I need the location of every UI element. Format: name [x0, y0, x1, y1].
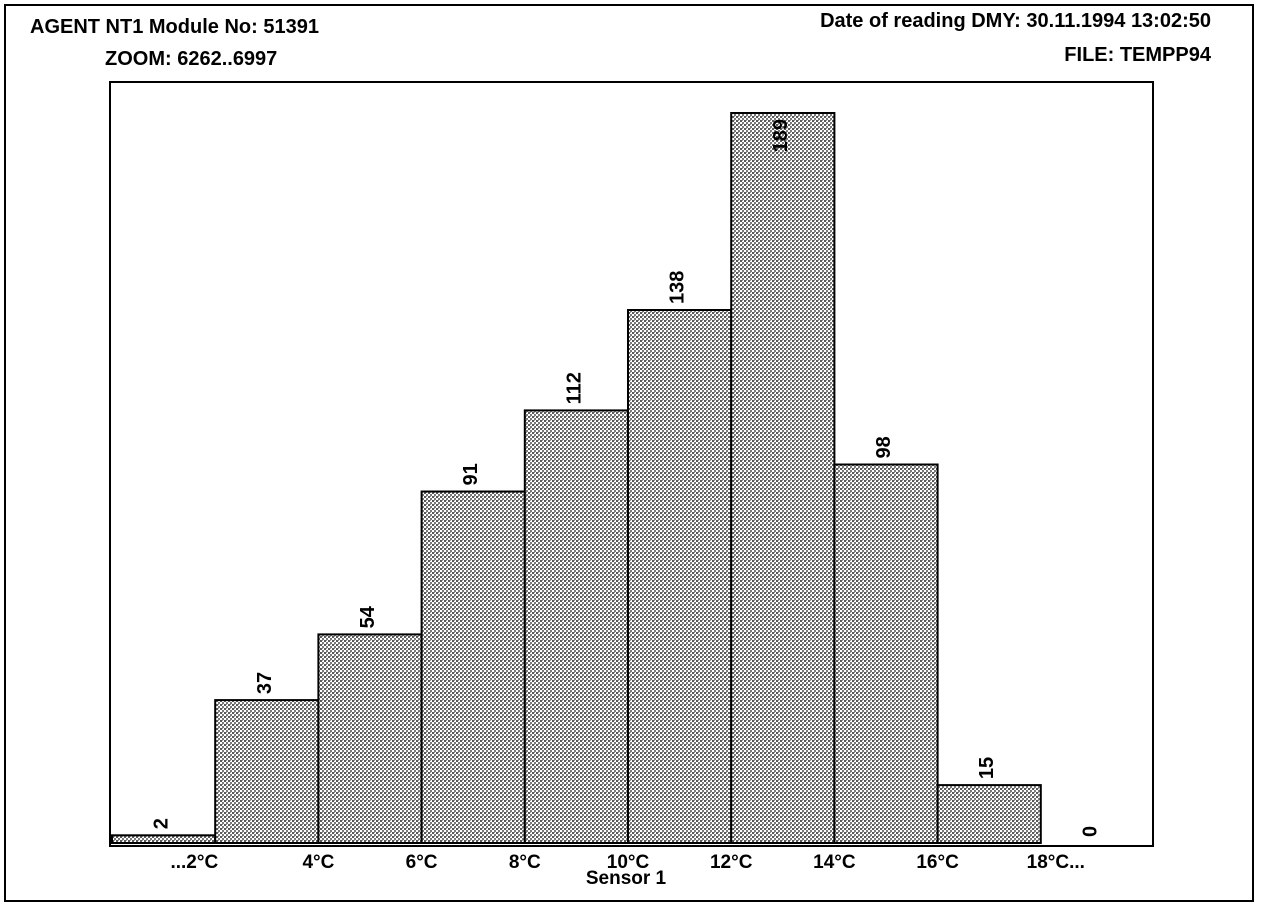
histogram-bar	[627, 309, 733, 844]
x-tick-label: 16°C	[916, 852, 959, 873]
bar-value-label: 37	[254, 672, 276, 694]
file-label: FILE: TEMPP94	[1064, 44, 1211, 66]
bars-group	[111, 112, 1042, 845]
histogram-bar	[317, 633, 423, 845]
module-label: AGENT NT1 Module No: 51391	[30, 16, 319, 38]
x-tick-label: 6°C	[406, 852, 438, 873]
x-tick-label: 4°C	[302, 852, 334, 873]
histogram-bar	[833, 463, 939, 844]
plot-area	[109, 81, 1154, 847]
x-tick-label: 10°C	[607, 852, 650, 873]
value-labels-group: 2 37 54 91 112 138 189 98 15 0	[151, 119, 1102, 837]
x-tick-label: 14°C	[813, 852, 856, 873]
histogram-bar	[936, 784, 1042, 844]
x-tick-label: 18°C...	[1027, 852, 1085, 873]
date-label: Date of reading DMY: 30.11.1994 13:02:50	[820, 10, 1211, 32]
histogram-bar	[730, 112, 836, 844]
bar-value-label: 189	[770, 119, 792, 152]
bar-value-label: 91	[460, 463, 482, 485]
histogram-bar	[214, 699, 320, 844]
bar-value-label: 138	[667, 271, 689, 304]
zoom-label: ZOOM: 6262..6997	[105, 48, 278, 70]
histogram-bar	[523, 409, 629, 844]
x-tick-label: 8°C	[509, 852, 541, 873]
bar-value-label: 15	[976, 757, 998, 779]
window-frame	[4, 4, 1254, 902]
bar-value-label: 98	[873, 436, 895, 458]
bar-value-label: 2	[151, 818, 173, 829]
bar-value-label: 0	[1079, 826, 1101, 837]
bar-value-label: 112	[563, 372, 585, 404]
tick-labels-group: ...2°C 4°C 6°C 8°C 10°C 12°C 14°C 16°C 18°C...	[170, 852, 1084, 873]
histogram-bar	[111, 834, 217, 844]
x-tick-label: 12°C	[710, 852, 753, 873]
x-axis-label: Sensor 1	[586, 868, 667, 889]
bar-value-label: 54	[357, 605, 379, 628]
x-tick-label: ...2°C	[170, 852, 218, 873]
histogram-bar	[420, 490, 526, 844]
